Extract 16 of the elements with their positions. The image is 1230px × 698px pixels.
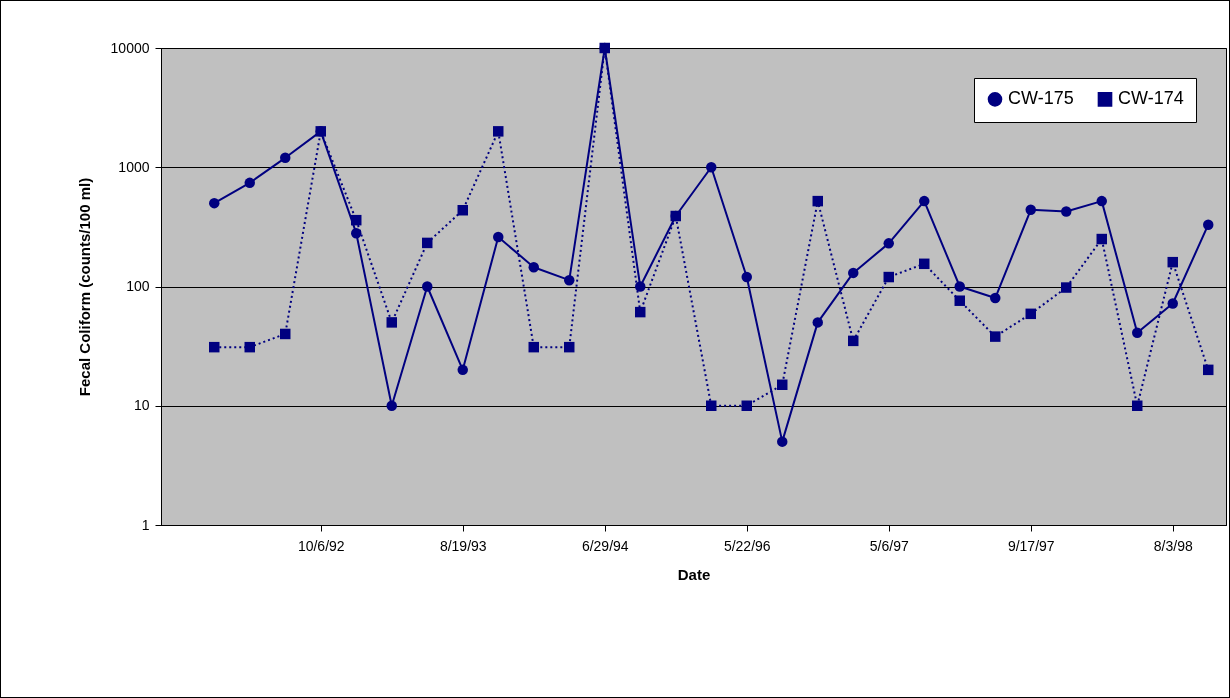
- y-tick-label: 10000: [110, 39, 150, 56]
- x-tick-label: 9/17/97: [1007, 537, 1055, 554]
- y-axis-title: Fecal Coliform (counts/100 ml): [75, 177, 93, 397]
- y-tick-label: 10: [133, 397, 150, 414]
- x-tick-label: 6/29/94: [581, 537, 629, 554]
- x-tick-label: 8/19/93: [439, 537, 487, 554]
- legend-label: CW-175: [1008, 88, 1074, 109]
- y-tick-label: 100: [126, 278, 150, 294]
- x-tick-label: 10/6/92: [297, 537, 345, 554]
- x-tick-label: 5/6/97: [869, 537, 909, 554]
- x-tick-label: 8/3/98: [1153, 537, 1193, 554]
- y-tick-label: 1000: [118, 158, 150, 175]
- legend-label: CW-174: [1118, 88, 1184, 109]
- x-axis-title: Date: [677, 565, 711, 583]
- x-tick-label: 5/22/96: [723, 537, 771, 554]
- y-tick-label: 1: [141, 516, 150, 533]
